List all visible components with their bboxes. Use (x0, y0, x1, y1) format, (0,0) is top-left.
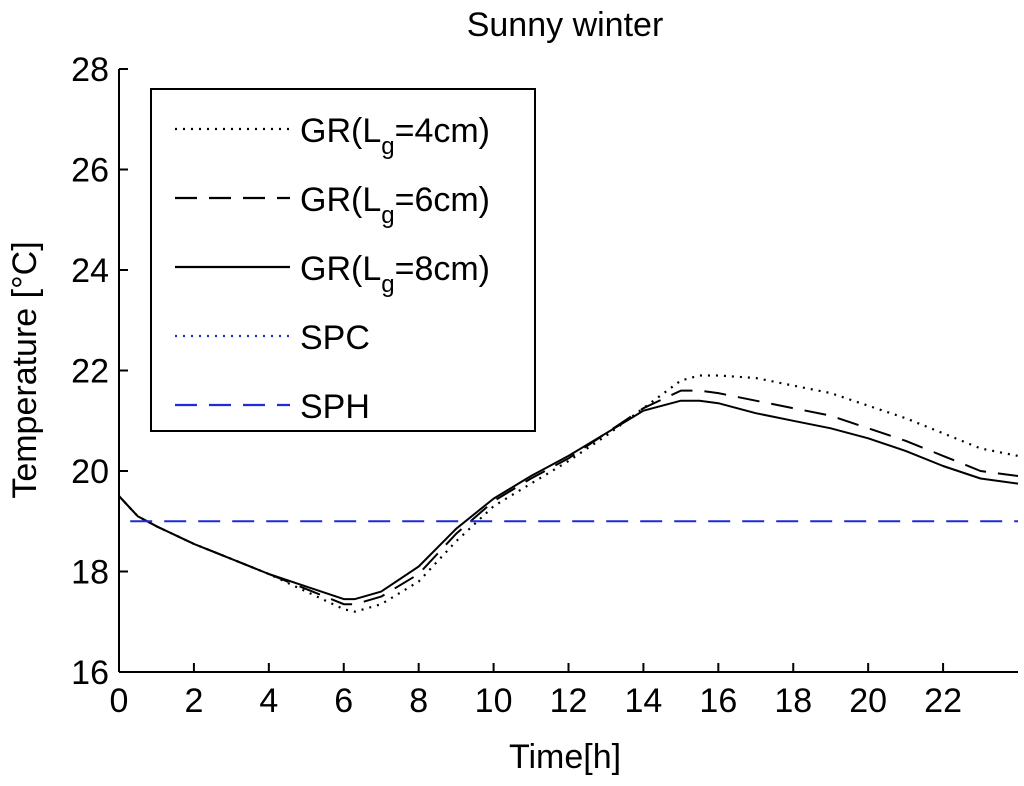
x-tick-label: 0 (110, 682, 129, 720)
x-axis-label: Time[h] (509, 738, 621, 776)
x-tick-label: 2 (184, 682, 203, 720)
legend-label-2: GR(Lg=8cm) (300, 250, 490, 298)
series-line-2 (118, 399, 1019, 601)
y-tick-label: 16 (71, 654, 109, 692)
x-tick-label: 20 (849, 682, 887, 720)
plot-series (118, 374, 1019, 613)
legend-label-3: SPC (300, 319, 370, 357)
x-tick-label: 18 (774, 682, 812, 720)
legend: GR(Lg=4cm) GR(Lg=6cm) GR(Lg=8cm) SPC SPH (150, 88, 536, 432)
y-tick-label: 26 (71, 152, 109, 190)
x-tick-label: 8 (409, 682, 428, 720)
series-line-0 (118, 374, 1019, 613)
y-tick-label: 18 (71, 554, 109, 592)
legend-label-4: SPH (300, 388, 370, 426)
x-tick-label: 16 (699, 682, 737, 720)
legend-label-0: GR(Lg=4cm) (300, 112, 490, 160)
x-tick-label: 14 (625, 682, 663, 720)
x-tick-label: 10 (475, 682, 513, 720)
y-tick-label: 24 (71, 252, 109, 290)
y-tick-label: 22 (71, 353, 109, 391)
y-tick-label: 28 (71, 51, 109, 89)
x-tick-label: 12 (550, 682, 588, 720)
chart-title: Sunny winter (467, 6, 664, 44)
legend-label-1: GR(Lg=6cm) (300, 181, 490, 229)
x-tick-label: 6 (334, 682, 353, 720)
y-axis-label: Temperature [°C] (6, 241, 44, 498)
x-tick-label: 22 (924, 682, 962, 720)
legend-box (150, 88, 536, 432)
x-tick-label: 4 (259, 682, 278, 720)
y-tick-label: 20 (71, 453, 109, 491)
